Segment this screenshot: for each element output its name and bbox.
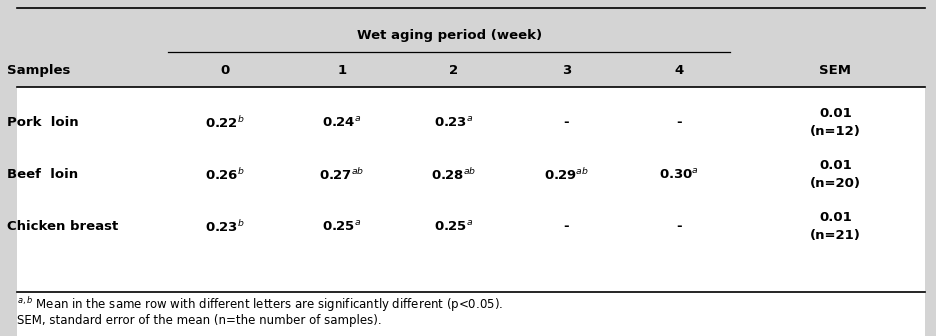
Bar	[17, 87, 925, 292]
Text: $^{a,b}$ Mean in the same row with different letters are significantly different: $^{a,b}$ Mean in the same row with diffe…	[17, 295, 503, 313]
Text: 4: 4	[674, 64, 683, 77]
Text: 2: 2	[449, 64, 459, 77]
Text: 0.22$^{b}$: 0.22$^{b}$	[205, 115, 244, 131]
Text: 1: 1	[337, 64, 346, 77]
Text: -: -	[563, 220, 569, 233]
Text: 0.27$^{ab}$: 0.27$^{ab}$	[319, 167, 364, 183]
Text: 0.29$^{ab}$: 0.29$^{ab}$	[544, 167, 589, 183]
Text: 0.26$^{b}$: 0.26$^{b}$	[205, 167, 244, 183]
Text: -: -	[676, 116, 681, 129]
Text: Wet aging period (week): Wet aging period (week)	[357, 29, 542, 42]
Text: SEM: SEM	[819, 64, 852, 77]
Text: 0.24$^{a}$: 0.24$^{a}$	[322, 116, 361, 130]
Text: 0.01
(n=21): 0.01 (n=21)	[810, 211, 861, 242]
Text: 0.28$^{ab}$: 0.28$^{ab}$	[431, 167, 476, 183]
Text: -: -	[563, 116, 569, 129]
Text: Pork  loin: Pork loin	[7, 116, 80, 129]
Text: -: -	[676, 220, 681, 233]
Text: 0.25$^{a}$: 0.25$^{a}$	[434, 220, 474, 234]
Text: 0.01
(n=12): 0.01 (n=12)	[810, 107, 861, 138]
Text: 3: 3	[562, 64, 571, 77]
Text: 0.23$^{a}$: 0.23$^{a}$	[434, 116, 474, 130]
Text: 0.30$^{a}$: 0.30$^{a}$	[659, 168, 698, 182]
Text: 0.23$^{b}$: 0.23$^{b}$	[205, 219, 244, 235]
Text: Chicken breast: Chicken breast	[7, 220, 119, 233]
Text: 0.25$^{a}$: 0.25$^{a}$	[322, 220, 361, 234]
Bar	[17, 292, 925, 336]
Text: Samples: Samples	[7, 64, 71, 77]
Text: 0.01
(n=20): 0.01 (n=20)	[810, 159, 861, 190]
Text: Beef  loin: Beef loin	[7, 168, 79, 181]
Text: SEM, standard error of the mean (n=the number of samples).: SEM, standard error of the mean (n=the n…	[17, 314, 382, 327]
Text: 0: 0	[220, 64, 229, 77]
